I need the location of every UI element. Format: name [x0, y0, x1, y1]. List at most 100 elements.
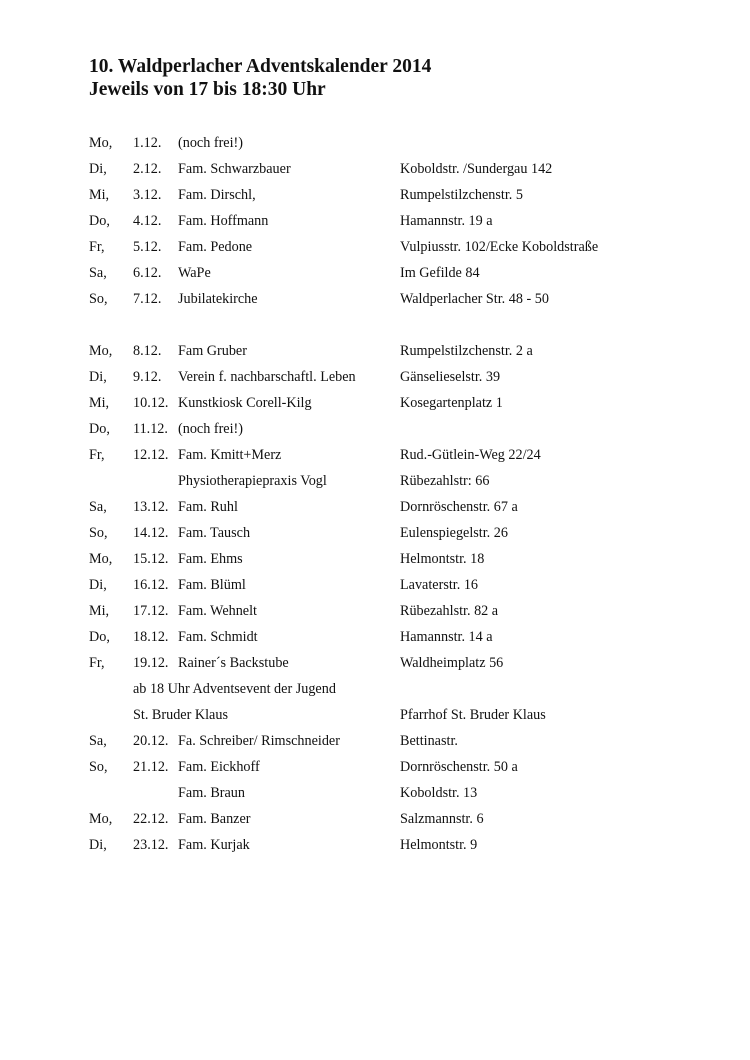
entry-address: Helmontstr. 9: [400, 837, 478, 853]
entry-address: Im Gefilde 84: [400, 265, 480, 281]
entry-date: 4.12.: [133, 213, 162, 229]
calendar-entry: Mo, 8.12. Fam Gruber Rumpelstilzchenstr. 2 …: [0, 338, 750, 364]
calendar-entry: Fr, 5.12. Fam. Pedone Vulpiusstr. 102/Ecke …: [0, 234, 750, 260]
entry-day: Mi,: [89, 395, 110, 411]
entry-date: 7.12.: [133, 291, 162, 307]
entry-address: Dornröschenstr. 50 a: [400, 759, 518, 775]
calendar-entry: Fr, 19.12. Rainer´s Backstube Waldheimplatz…: [0, 650, 750, 676]
calendar-entry: Mo, 15.12. Fam. Ehms Helmontstr. 18: [0, 546, 750, 572]
entry-name: Fam. Ruhl: [178, 499, 238, 515]
entry-day: Sa,: [89, 265, 107, 281]
entry-address: Rumpelstilzchenstr. 5: [400, 187, 523, 203]
entry-address: Kosegartenplatz 1: [400, 395, 503, 411]
entry-name: ab 18 Uhr Adventsevent der Jugend: [133, 681, 336, 697]
entry-day: Di,: [89, 161, 107, 177]
calendar-entry: Do, 18.12. Fam. Schmidt Hamannstr. 14 a: [0, 624, 750, 650]
entry-name: St. Bruder Klaus: [133, 707, 228, 723]
entry-date: 2.12.: [133, 161, 162, 177]
entry-day: So,: [89, 759, 108, 775]
entry-day: Sa,: [89, 733, 107, 749]
entry-name: Verein f. nachbarschaftl. Leben: [178, 369, 356, 385]
entry-address: Rud.-Gütlein-Weg 22/24: [400, 447, 541, 463]
entry-address: Hamannstr. 19 a: [400, 213, 493, 229]
entry-date: 21.12.: [133, 759, 169, 775]
calendar-entry: Mo, 1.12. (noch frei!): [0, 130, 750, 156]
entry-address: Waldperlacher Str. 48 - 50: [400, 291, 549, 307]
entry-address: Waldheimplatz 56: [400, 655, 504, 671]
calendar-entry: Mi, 3.12. Fam. Dirschl, Rumpelstilzchenstr.…: [0, 182, 750, 208]
calendar-entry: Mi, 10.12. Kunstkiosk Corell-Kilg Kosegarte…: [0, 390, 750, 416]
entry-date: 13.12.: [133, 499, 169, 515]
entry-date: 9.12.: [133, 369, 162, 385]
entry-name: Fam. Pedone: [178, 239, 253, 255]
calendar-list: Mo, 1.12. (noch frei!) Di, 2.12. Fam. Schwarz…: [0, 130, 750, 858]
document-subtitle: Jeweils von 17 bis 18:30 Uhr: [89, 79, 326, 100]
entry-date: 18.12.: [133, 629, 169, 645]
entry-name: (noch frei!): [178, 421, 243, 437]
document-title: 10. Waldperlacher Adventskalender 2014: [89, 56, 432, 77]
entry-date: 1.12.: [133, 135, 162, 151]
entry-name: Physiotherapiepraxis Vogl: [178, 473, 327, 489]
calendar-entry: Sa, 20.12. Fa. Schreiber/ Rimschneider Bett…: [0, 728, 750, 754]
entry-date: 12.12.: [133, 447, 169, 463]
entry-day: Mo,: [89, 551, 113, 567]
calendar-entry: Mi, 17.12. Fam. Wehnelt Rübezahlstr. 82 a: [0, 598, 750, 624]
entry-address: Eulenspiegelstr. 26: [400, 525, 508, 541]
entry-day: Do,: [89, 213, 110, 229]
entry-address: Rübezahlstr: 66: [400, 473, 490, 489]
entry-address: Hamannstr. 14 a: [400, 629, 493, 645]
entry-date: 16.12.: [133, 577, 169, 593]
entry-address: Koboldstr. /Sundergau 142: [400, 161, 553, 177]
entry-day: Fr,: [89, 239, 105, 255]
entry-address: Koboldstr. 13: [400, 785, 478, 801]
calendar-entry: Fr, 12.12. Fam. Kmitt+Merz Rud.-Gütlein-Weg…: [0, 442, 750, 468]
entry-name: Rainer´s Backstube: [178, 655, 289, 671]
entry-name: Jubilatekirche: [178, 291, 258, 307]
entry-date: 5.12.: [133, 239, 162, 255]
entry-name: (noch frei!): [178, 135, 243, 151]
entry-name: Fam. Kurjak: [178, 837, 250, 853]
entry-date: 3.12.: [133, 187, 162, 203]
entry-date: 11.12.: [133, 421, 168, 437]
entry-date: 15.12.: [133, 551, 169, 567]
entry-name: Fam. Tausch: [178, 525, 251, 541]
entry-day: Di,: [89, 577, 107, 593]
entry-day: So,: [89, 291, 108, 307]
entry-name: Fam. Kmitt+Merz: [178, 447, 282, 463]
entry-address: Vulpiusstr. 102/Ecke Koboldstraße: [400, 239, 599, 255]
calendar-entry: [0, 312, 750, 338]
entry-name: WaPe: [178, 265, 211, 281]
entry-name: Fam. Schwarzbauer: [178, 161, 291, 177]
entry-name: Fam Gruber: [178, 343, 247, 359]
entry-name: Fam. Hoffmann: [178, 213, 269, 229]
entry-name: Fam. Blüml: [178, 577, 246, 593]
calendar-entry: ab 18 Uhr Adventsevent der Jugend: [0, 676, 750, 702]
calendar-entry: Di, 9.12. Verein f. nachbarschaftl. Leben G…: [0, 364, 750, 390]
entry-address: Bettinastr.: [400, 733, 458, 749]
calendar-entry: Di, 23.12. Fam. Kurjak Helmontstr. 9: [0, 832, 750, 858]
entry-date: 14.12.: [133, 525, 169, 541]
entry-date: 6.12.: [133, 265, 162, 281]
entry-name: Fam. Schmidt: [178, 629, 258, 645]
entry-name: Fam. Braun: [178, 785, 245, 801]
calendar-entry: Do, 4.12. Fam. Hoffmann Hamannstr. 19 a: [0, 208, 750, 234]
calendar-entry: Di, 2.12. Fam. Schwarzbauer Koboldstr. /Sun…: [0, 156, 750, 182]
entry-name: Fa. Schreiber/ Rimschneider: [178, 733, 340, 749]
entry-day: Mi,: [89, 187, 110, 203]
entry-date: 8.12.: [133, 343, 162, 359]
calendar-entry: Fam. Braun Koboldstr. 13: [0, 780, 750, 806]
entry-name: Fam. Wehnelt: [178, 603, 257, 619]
calendar-entry: Sa, 6.12. WaPe Im Gefilde 84: [0, 260, 750, 286]
entry-address: Salzmannstr. 6: [400, 811, 484, 827]
entry-date: 17.12.: [133, 603, 169, 619]
entry-day: Fr,: [89, 655, 105, 671]
entry-name: Fam. Banzer: [178, 811, 251, 827]
calendar-entry: Do, 11.12. (noch frei!): [0, 416, 750, 442]
entry-address: Pfarrhof St. Bruder Klaus: [400, 707, 546, 723]
calendar-entry: Sa, 13.12. Fam. Ruhl Dornröschenstr. 67 a: [0, 494, 750, 520]
calendar-entry: Mo, 22.12. Fam. Banzer Salzmannstr. 6: [0, 806, 750, 832]
calendar-entry: So, 21.12. Fam. Eickhoff Dornröschenstr. 50…: [0, 754, 750, 780]
entry-day: Di,: [89, 837, 107, 853]
entry-day: So,: [89, 525, 108, 541]
entry-address: Rübezahlstr. 82 a: [400, 603, 499, 619]
